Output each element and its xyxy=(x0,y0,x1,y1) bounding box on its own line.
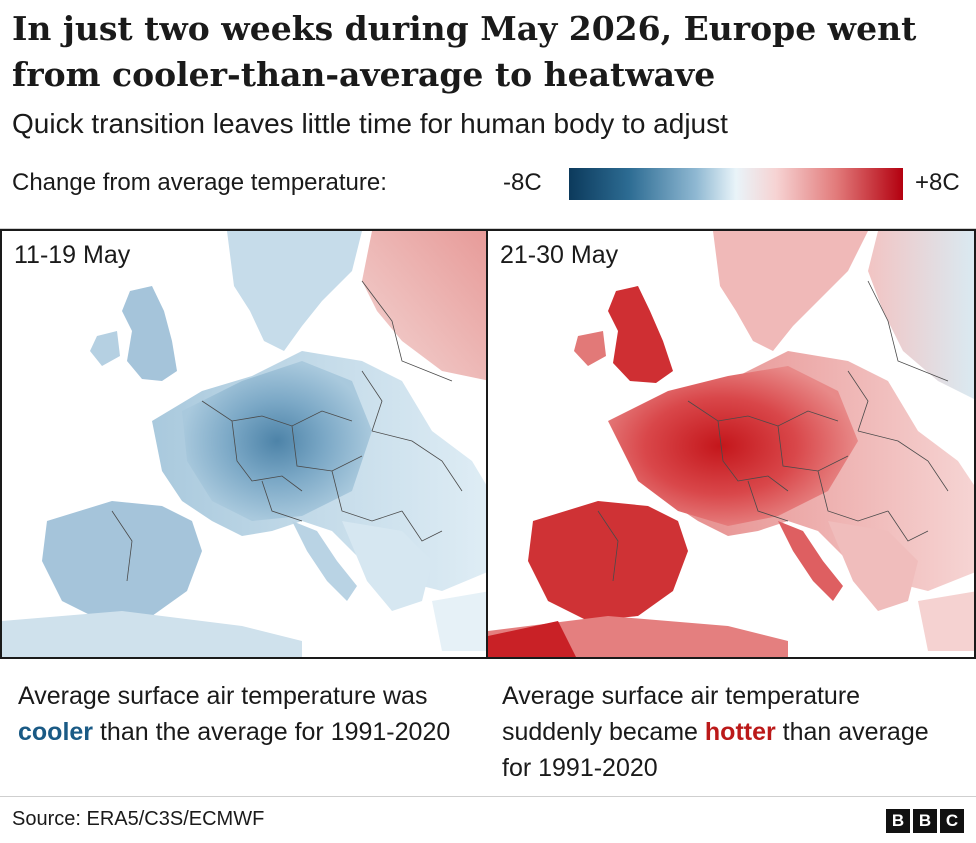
bbc-logo: B B C xyxy=(886,809,964,833)
chart-title: In just two weeks during May 2026, Europ… xyxy=(12,9,917,94)
caption-hot: Average surface air temperature suddenly… xyxy=(502,678,962,786)
chart-subtitle: Quick transition leaves little time for … xyxy=(12,108,728,139)
map-panel-cool: 11-19 May xyxy=(0,229,488,659)
caption-hot-emphasis: hotter xyxy=(704,718,776,746)
caption-hot-after: than average for 1991-2020 xyxy=(502,718,929,782)
legend-label: Change from average temperature: xyxy=(12,169,387,196)
caption-cool-before: Average surface air temperature was xyxy=(18,682,428,710)
caption-cool-after: than the average for 1991-2020 xyxy=(93,718,451,746)
color-legend: Change from average temperature: -8C +8C xyxy=(12,165,962,205)
panel-label-hot: 21-30 May xyxy=(500,241,619,269)
europe-map-hot xyxy=(488,231,974,657)
europe-map-cool xyxy=(2,231,486,657)
bbc-logo-letter: B xyxy=(886,809,910,833)
map-panel-hot: 21-30 May xyxy=(486,229,976,659)
legend-gradient-bar xyxy=(569,168,903,200)
caption-cool-emphasis: cooler xyxy=(18,718,94,746)
divider-top xyxy=(0,228,976,229)
divider-bottom xyxy=(0,796,976,797)
legend-min-label: -8C xyxy=(503,169,542,196)
bbc-logo-letter: C xyxy=(940,809,964,833)
source-text: Source: ERA5/C3S/ECMWF xyxy=(12,808,265,830)
panel-label-cool: 11-19 May xyxy=(14,241,131,269)
bbc-logo-letter: B xyxy=(913,809,937,833)
caption-hot-before: Average surface air temperature suddenly… xyxy=(502,682,861,746)
legend-max-label: +8C xyxy=(915,169,960,196)
caption-cool: Average surface air temperature was cool… xyxy=(18,678,478,750)
